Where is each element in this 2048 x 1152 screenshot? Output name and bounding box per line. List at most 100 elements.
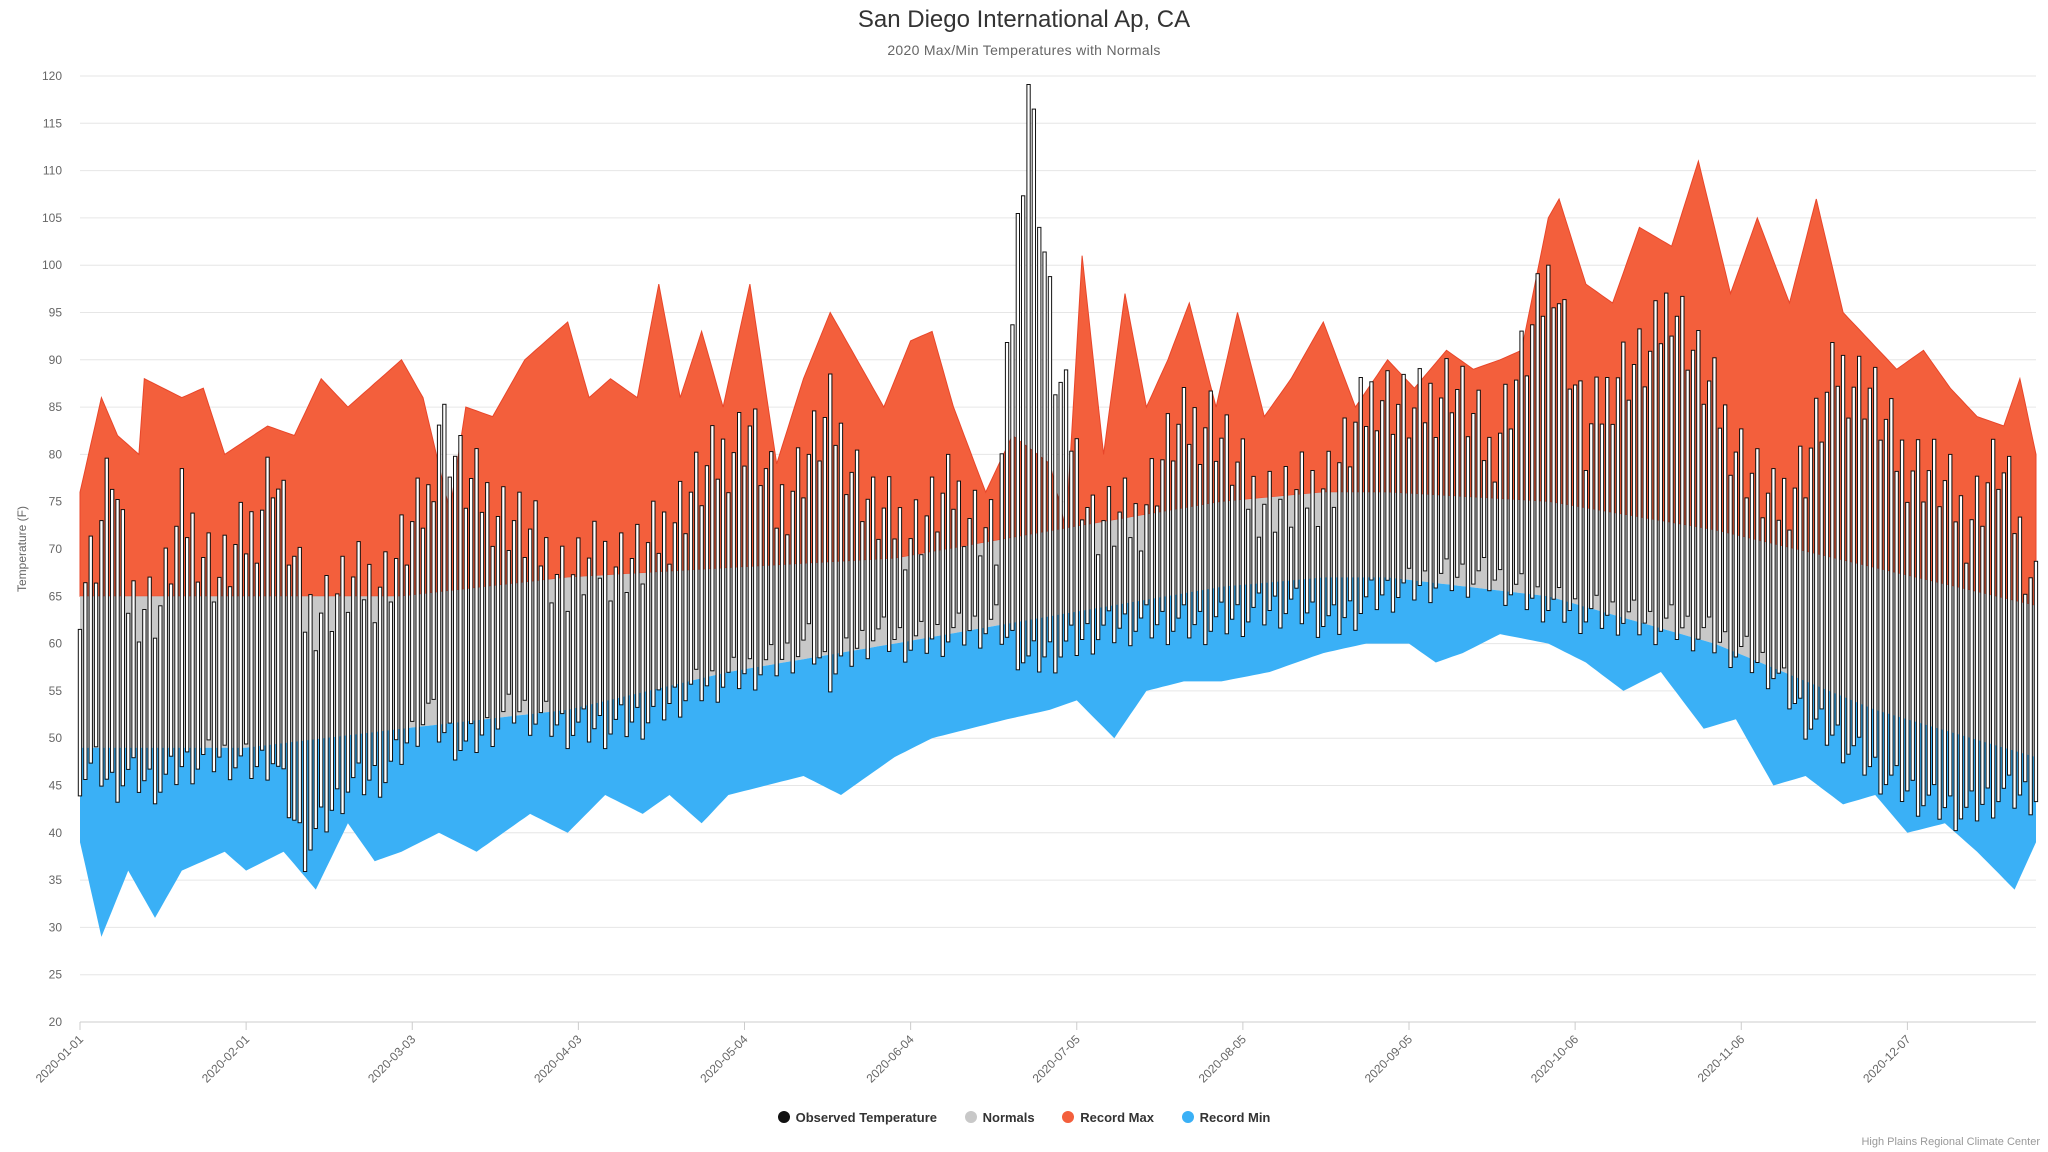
observed-bar — [1246, 508, 1251, 623]
observed-bar — [1551, 307, 1556, 600]
observed-bar — [753, 408, 758, 691]
observed-bar — [1240, 438, 1246, 637]
observed-bar — [511, 520, 517, 724]
observed-bar — [1347, 466, 1353, 602]
observed-bar — [1492, 481, 1497, 581]
legend-item-observed[interactable]: Observed Temperature — [777, 1110, 937, 1125]
observed-bar — [254, 562, 260, 768]
observed-bar — [377, 586, 383, 798]
observed-bar — [415, 477, 420, 747]
observed-bar — [769, 451, 774, 646]
y-tick-label: 65 — [49, 589, 63, 603]
observed-bar — [854, 449, 860, 649]
legend-label-observed: Observed Temperature — [795, 1110, 937, 1125]
y-tick-label: 55 — [49, 684, 63, 698]
observed-bar — [790, 490, 795, 674]
observed-bar — [1899, 439, 1905, 802]
observed-bar — [640, 583, 645, 740]
observed-bar — [1015, 213, 1021, 671]
legend-item-normals[interactable]: Normals — [964, 1110, 1035, 1125]
observed-bar — [292, 555, 297, 821]
legend-item-record-min[interactable]: Record Min — [1181, 1110, 1270, 1125]
observed-bar — [737, 412, 742, 690]
legend-item-record-max[interactable]: Record Max — [1062, 1110, 1154, 1125]
observed-bar — [1406, 437, 1412, 569]
observed-bar — [163, 547, 168, 775]
y-tick-label: 105 — [42, 211, 62, 225]
observed-bar — [1808, 447, 1814, 730]
observed-bar — [2001, 472, 2007, 789]
observed-bar — [1294, 489, 1299, 589]
observed-bar — [1138, 550, 1144, 619]
observed-bar — [1412, 407, 1417, 601]
observed-bar — [1112, 545, 1117, 644]
observed-bar — [1331, 506, 1337, 606]
observed-bar — [1519, 330, 1524, 575]
observed-bar — [1267, 470, 1272, 611]
observed-bar — [1503, 383, 1508, 606]
observed-bar — [319, 612, 324, 808]
observed-bar — [656, 552, 661, 691]
observed-bar — [881, 507, 887, 618]
observed-bar — [1556, 303, 1562, 588]
observed-bar — [592, 520, 597, 730]
observed-bar — [1562, 299, 1567, 623]
observed-bar — [152, 637, 158, 805]
observed-bar — [158, 605, 163, 793]
observed-bar — [1878, 439, 1883, 795]
observed-bar — [1942, 480, 1948, 809]
y-tick-label: 75 — [49, 495, 63, 509]
observed-bar — [801, 497, 806, 641]
y-tick-label: 85 — [49, 400, 63, 414]
observed-bar — [860, 521, 865, 631]
observed-bar — [1792, 487, 1798, 704]
observed-bar — [356, 541, 361, 764]
observed-bar — [1010, 324, 1015, 631]
observed-bar — [720, 438, 726, 688]
observed-bar — [1439, 397, 1444, 574]
observed-bar — [795, 447, 801, 658]
observed-bar — [731, 452, 736, 658]
observed-bar — [1567, 388, 1572, 611]
observed-bar — [603, 540, 608, 750]
observed-bar — [1524, 375, 1530, 611]
observed-bar — [351, 576, 356, 779]
observed-bar — [678, 480, 683, 718]
x-tick-label: 2020-04-03 — [531, 1032, 585, 1086]
observed-bar — [887, 476, 892, 652]
observed-bar — [1728, 474, 1733, 668]
observed-bar — [619, 532, 624, 706]
observed-bar — [1755, 448, 1760, 664]
observed-bar — [774, 527, 779, 677]
observed-bar — [142, 609, 147, 782]
observed-bar — [1985, 482, 1990, 789]
observed-bar — [1165, 413, 1171, 646]
observed-bar — [694, 451, 699, 670]
observed-bar — [302, 631, 308, 873]
observed-bar — [1669, 335, 1674, 606]
observed-bar — [956, 480, 962, 614]
observed-bar — [1117, 511, 1122, 629]
observed-bar — [222, 534, 227, 746]
x-tick-label: 2020-07-05 — [1030, 1032, 1084, 1086]
observed-bar — [1765, 492, 1771, 690]
observed-bar — [335, 593, 340, 790]
observed-bar — [1915, 439, 1921, 817]
observed-bar — [624, 592, 629, 738]
observed-bar — [1744, 497, 1749, 637]
observed-bar — [1910, 470, 1915, 781]
observed-bar — [967, 518, 972, 632]
observed-bar — [1508, 428, 1514, 596]
observed-bar — [120, 509, 126, 787]
observed-bar — [1637, 328, 1642, 636]
chart-title: San Diego International Ap, CA — [857, 6, 1191, 33]
observed-bar — [1481, 460, 1487, 559]
observed-bar — [383, 551, 388, 784]
observed-bar — [683, 533, 688, 702]
observed-bar — [951, 508, 956, 629]
observed-bar — [565, 610, 570, 750]
observed-bar — [1867, 387, 1873, 768]
observed-bar — [1358, 377, 1363, 614]
observed-bar — [946, 453, 951, 643]
